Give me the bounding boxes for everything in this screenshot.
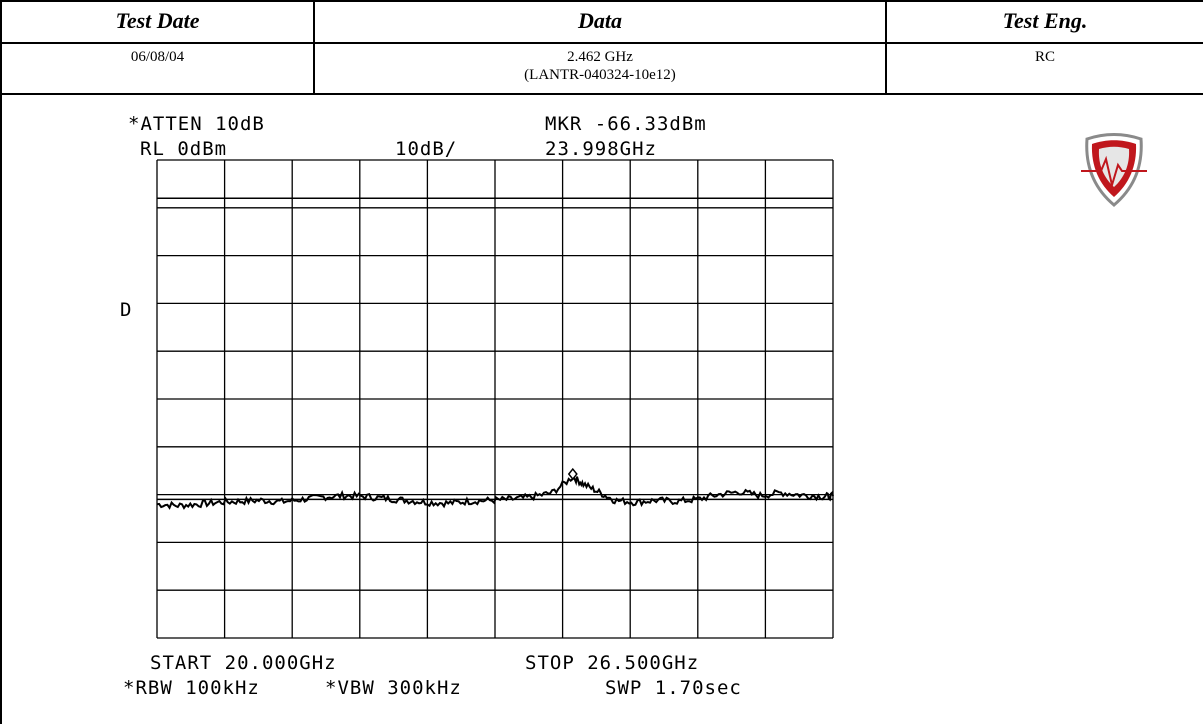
test-eng-value: RC <box>1034 49 1055 65</box>
header-divider-2 <box>885 0 887 95</box>
start-freq-label: START 20.000GHz <box>150 652 337 674</box>
test-date-heading: Test Date <box>115 8 200 33</box>
rbw-label: *RBW 100kHz <box>123 677 260 699</box>
scale-label: 10dB/ <box>395 138 457 160</box>
data-heading: Data <box>578 8 622 33</box>
detector-label: D <box>120 299 132 321</box>
sweep-time-label: SWP 1.70sec <box>605 677 742 699</box>
data-report-id: (LANTR-040324-10e12) <box>524 67 676 83</box>
plot-panel-left-border <box>0 95 2 724</box>
vbw-label: *VBW 300kHz <box>325 677 462 699</box>
data-value: 2.462 GHz (LANTR-040324-10e12) <box>315 48 885 84</box>
test-date-value: 06/08/04 <box>130 49 185 65</box>
test-info-header: Test Date Data Test Eng. 06/08/04 2.462 … <box>0 0 1203 95</box>
data-frequency: 2.462 GHz <box>567 49 633 65</box>
spectrum-plot: *ATTEN 10dB RL 0dBm 10dB/ MKR -66.33dBm … <box>120 113 1147 699</box>
header-title-divider <box>0 42 1203 44</box>
shield-logo <box>1081 133 1147 207</box>
marker-freq-label: 23.998GHz <box>545 138 657 160</box>
header-left-border <box>0 0 2 95</box>
header-top-border <box>0 0 1203 2</box>
header-divider-1 <box>313 0 315 95</box>
marker-level-label: MKR -66.33dBm <box>545 113 707 135</box>
test-eng-heading: Test Eng. <box>1002 8 1088 33</box>
stop-freq-label: STOP 26.500GHz <box>525 652 699 674</box>
spectrum-trace <box>156 475 834 510</box>
ref-level-label: RL 0dBm <box>140 138 227 160</box>
atten-label: *ATTEN 10dB <box>128 113 265 135</box>
graticule <box>156 159 834 639</box>
marker-point <box>567 467 578 481</box>
header-bottom-border <box>0 93 1203 95</box>
marker-diamond <box>567 467 578 481</box>
